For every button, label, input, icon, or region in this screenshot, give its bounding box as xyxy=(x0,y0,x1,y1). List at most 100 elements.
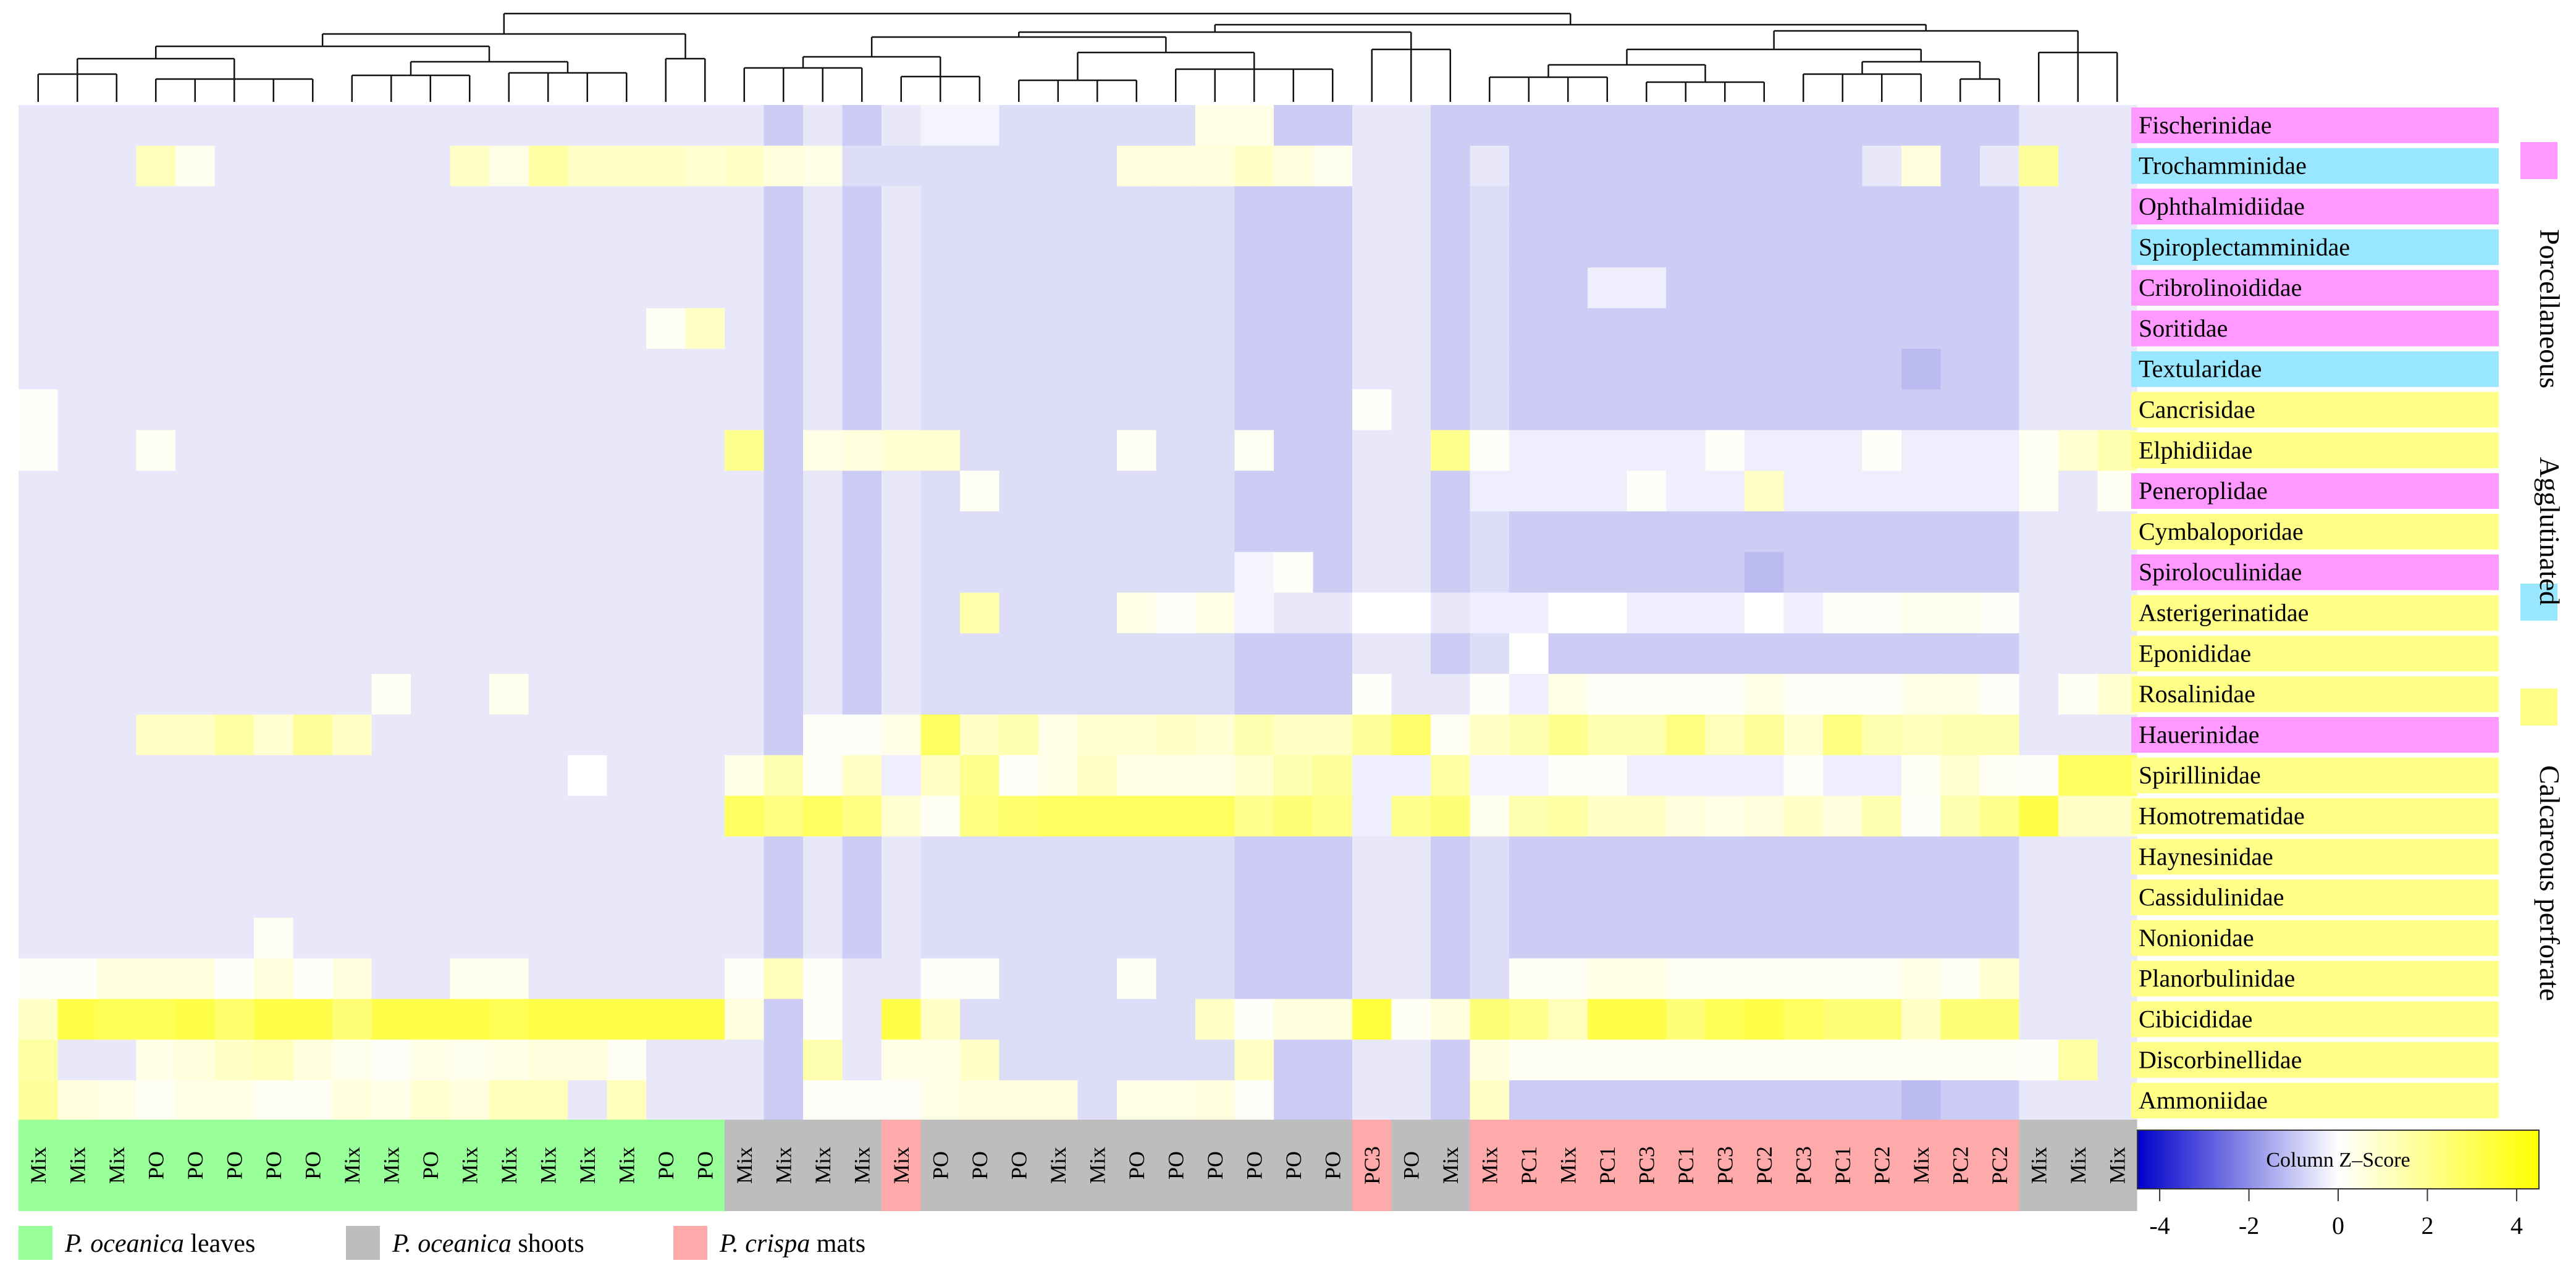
heatmap-cell xyxy=(1940,958,1980,1000)
heatmap-cell xyxy=(19,267,59,309)
heatmap-cell xyxy=(1666,267,1706,309)
heatmap-cell xyxy=(2097,715,2137,756)
column-legend-swatch-leaves xyxy=(19,1226,53,1260)
heatmap-cell xyxy=(607,145,647,187)
heatmap-cell xyxy=(999,308,1039,350)
heatmap-cell xyxy=(57,795,98,837)
heatmap-cell xyxy=(1470,145,1510,187)
heatmap-cell xyxy=(1234,755,1274,797)
heatmap-cell xyxy=(1352,1080,1392,1122)
heatmap-cell xyxy=(1666,227,1706,268)
heatmap-cell xyxy=(214,551,255,593)
heatmap-cell xyxy=(1117,674,1157,715)
heatmap-cell xyxy=(1745,918,1785,959)
heatmap-cell xyxy=(528,430,568,471)
column-label: Mix xyxy=(614,1147,639,1184)
heatmap-cell xyxy=(1783,836,1824,878)
heatmap-cell xyxy=(1548,471,1588,512)
heatmap-cell xyxy=(214,186,255,227)
heatmap-cell xyxy=(57,511,98,553)
heatmap-cell xyxy=(685,999,725,1040)
heatmap-cell xyxy=(1313,918,1353,959)
heatmap-cell xyxy=(254,877,294,918)
heatmap-cell xyxy=(528,308,568,350)
heatmap-cell xyxy=(254,511,294,553)
heatmap-cell xyxy=(1862,186,1902,227)
heatmap-cell xyxy=(1117,836,1157,878)
heatmap-cell xyxy=(764,430,804,471)
heatmap-cell xyxy=(1117,511,1157,553)
heatmap-cell xyxy=(920,389,961,430)
heatmap-cell xyxy=(607,836,647,878)
heatmap-cell xyxy=(332,674,373,715)
heatmap-cell xyxy=(1038,958,1079,1000)
heatmap-cell xyxy=(411,1080,451,1122)
heatmap-cell xyxy=(1980,389,2020,430)
heatmap-cell xyxy=(999,877,1039,918)
heatmap-cell xyxy=(19,308,59,350)
heatmap-cell xyxy=(568,186,608,227)
heatmap-cell xyxy=(1391,308,1431,350)
heatmap-cell xyxy=(685,308,725,350)
heatmap-cell xyxy=(646,999,686,1040)
heatmap-cell xyxy=(214,348,255,390)
heatmap-cell xyxy=(882,308,922,350)
heatmap-cell xyxy=(1666,592,1706,634)
heatmap-cell xyxy=(1705,633,1745,674)
heatmap-cell xyxy=(1352,105,1392,146)
column-group-cell xyxy=(332,1120,373,1211)
heatmap-cell xyxy=(214,511,255,553)
column-label: Mix xyxy=(732,1147,757,1184)
heatmap-cell xyxy=(1470,633,1510,674)
heatmap-cell xyxy=(1901,430,1942,471)
heatmap-cell xyxy=(1548,877,1588,918)
heatmap-cell xyxy=(332,227,373,268)
row-label: Cribrolinoididae xyxy=(2139,274,2302,301)
heatmap-cell xyxy=(1980,999,2020,1040)
heatmap-cell xyxy=(764,592,804,634)
heatmap-cell xyxy=(136,308,176,350)
heatmap-cell xyxy=(371,958,411,1000)
heatmap-cell xyxy=(175,471,216,512)
heatmap-cell xyxy=(1391,145,1431,187)
heatmap-cell xyxy=(960,715,1000,756)
heatmap-cell xyxy=(2097,877,2137,918)
heatmap-cell xyxy=(1352,836,1392,878)
heatmap-cell xyxy=(646,674,686,715)
row-label: Ophthalmidiidae xyxy=(2139,193,2305,220)
heatmap-cell xyxy=(411,877,451,918)
heatmap-cell xyxy=(1431,348,1471,390)
heatmap-cell xyxy=(1940,674,1980,715)
heatmap-cell xyxy=(19,511,59,553)
column-group-cell xyxy=(136,1120,176,1211)
heatmap-cell xyxy=(1313,999,1353,1040)
column-label: PC3 xyxy=(1634,1146,1659,1185)
heatmap-cell xyxy=(175,145,216,187)
heatmap-cell xyxy=(332,551,373,593)
heatmap-cell xyxy=(489,918,529,959)
heatmap-cell xyxy=(1862,795,1902,837)
heatmap-cell xyxy=(1313,592,1353,634)
column-group-cell xyxy=(2058,1120,2098,1211)
heatmap-cell xyxy=(568,511,608,553)
heatmap-cell xyxy=(214,715,255,756)
heatmap-cell xyxy=(1352,267,1392,309)
heatmap-cell xyxy=(1195,1039,1235,1081)
heatmap-cell xyxy=(2097,1039,2137,1081)
heatmap-cell xyxy=(1745,999,1785,1040)
heatmap-cell xyxy=(371,227,411,268)
heatmap-cell xyxy=(725,471,765,512)
row-group-box xyxy=(2131,554,2499,590)
heatmap-cell xyxy=(882,999,922,1040)
heatmap-cell xyxy=(1548,389,1588,430)
heatmap-cell xyxy=(1038,145,1079,187)
heatmap-cell xyxy=(528,633,568,674)
heatmap-cell xyxy=(136,1039,176,1081)
heatmap-cell xyxy=(725,715,765,756)
heatmap-cell xyxy=(136,633,176,674)
heatmap-cell xyxy=(528,551,568,593)
heatmap-cell xyxy=(1470,471,1510,512)
heatmap-cell xyxy=(175,836,216,878)
heatmap-cell xyxy=(254,715,294,756)
